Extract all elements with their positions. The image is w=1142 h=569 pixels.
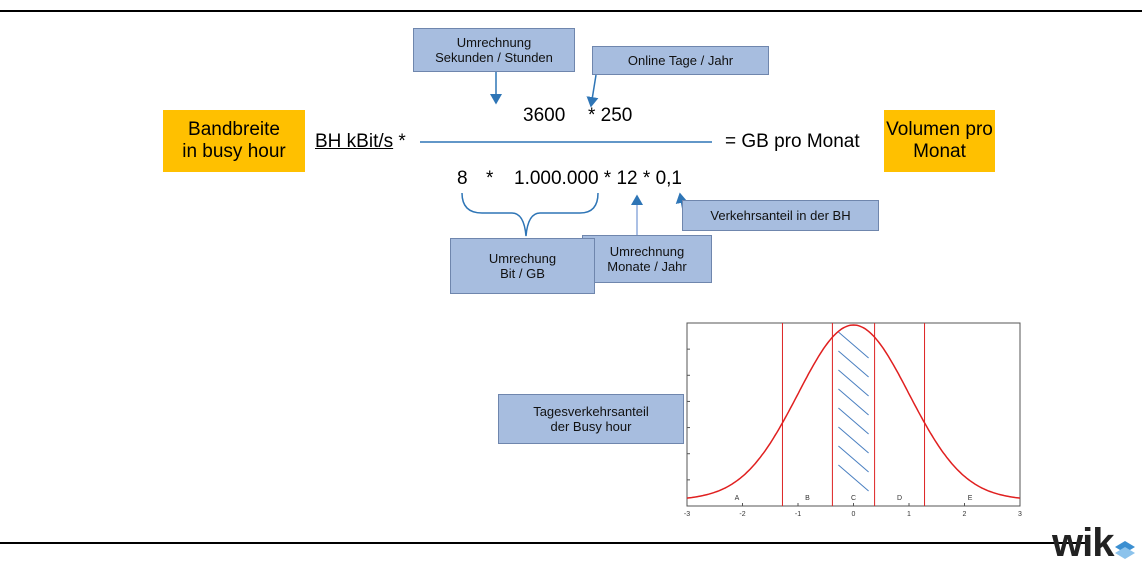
numerator-250: * 250	[588, 105, 633, 126]
tagesverkehr-line-2: der Busy hour	[550, 419, 632, 434]
verkehrsanteil-box: Verkehrsanteil in der BH	[682, 200, 879, 231]
x-tick-label: -3	[684, 511, 690, 518]
denominator-8: 8	[457, 168, 468, 189]
umrechnung-sekunden-box: Umrechnung Sekunden / Stunden	[413, 28, 575, 72]
bit-gb-brace	[461, 192, 599, 237]
numerator-3600: 3600	[523, 105, 566, 126]
region-label: A	[735, 495, 740, 502]
x-tick-label: -1	[795, 511, 801, 518]
hatch-line	[838, 464, 869, 492]
verkehrsanteil-label: Verkehrsanteil in der BH	[710, 208, 851, 223]
lhs-bh-kbit: BH kBit/s *	[315, 131, 406, 153]
region-label: B	[805, 495, 810, 502]
volumen-box: Volumen pro Monat	[884, 110, 995, 172]
bottom-rule	[0, 542, 1090, 544]
lhs-unit: BH kBit/s	[315, 131, 394, 152]
umrechnung-monate-line-1: Umrechnung	[609, 244, 685, 259]
wik-logo-text: wik	[1052, 521, 1114, 565]
wik-logo-mark	[1115, 541, 1135, 559]
wik-logo: wik	[1052, 521, 1140, 569]
hatch-line	[838, 350, 869, 378]
x-tick-label: 2	[963, 511, 967, 518]
hatch-line	[838, 407, 869, 435]
x-tick-label: 0	[852, 511, 856, 518]
umrechnung-sekunden-line-2: Sekunden / Stunden	[435, 50, 553, 65]
volumen-line-1: Volumen pro	[886, 119, 993, 140]
umrechnung-sekunden-line-1: Umrechnung	[456, 35, 532, 50]
umrechung-bit-line-2: Bit / GB	[500, 266, 545, 281]
x-tick-label: 1	[907, 511, 911, 518]
bandbreite-line-2: in busy hour	[182, 141, 286, 162]
umrechnung-monate-box: Umrechnung Monate / Jahr	[582, 235, 712, 283]
region-label: E	[968, 495, 973, 502]
rhs-gb-pro-monat: = GB pro Monat	[725, 131, 860, 152]
denominator-star: *	[486, 168, 494, 189]
bandbreite-box: Bandbreite in busy hour	[163, 110, 305, 172]
umrechung-bit-line-1: Umrechung	[488, 251, 557, 266]
online-tage-label: Online Tage / Jahr	[627, 53, 734, 68]
lhs-operator: *	[398, 131, 406, 152]
bandbreite-line-1: Bandbreite	[188, 119, 280, 140]
x-tick-label: 3	[1018, 511, 1022, 518]
x-tick-label: -2	[739, 511, 745, 518]
arrow-online-tage	[586, 74, 599, 108]
region-label: C	[851, 495, 856, 502]
hatch-line	[838, 426, 869, 454]
online-tage-box: Online Tage / Jahr	[592, 46, 769, 75]
region-label: D	[897, 495, 902, 502]
top-rule	[0, 10, 1142, 12]
normal-curve	[686, 324, 1021, 499]
hatch-line	[838, 388, 869, 416]
tagesverkehr-box: Tagesverkehrsanteil der Busy hour	[498, 394, 684, 444]
hatch-line	[838, 445, 869, 473]
hatch-line	[838, 369, 869, 397]
umrechnung-monate-line-2: Monate / Jahr	[607, 259, 687, 274]
tagesverkehr-line-1: Tagesverkehrsanteil	[533, 404, 649, 419]
umrechung-bit-box: Umrechung Bit / GB	[450, 238, 595, 294]
hatch-line	[838, 331, 869, 359]
volumen-line-2: Monat	[913, 141, 966, 162]
denominator-rest: 1.000.000 * 12 * 0,1	[514, 168, 682, 189]
